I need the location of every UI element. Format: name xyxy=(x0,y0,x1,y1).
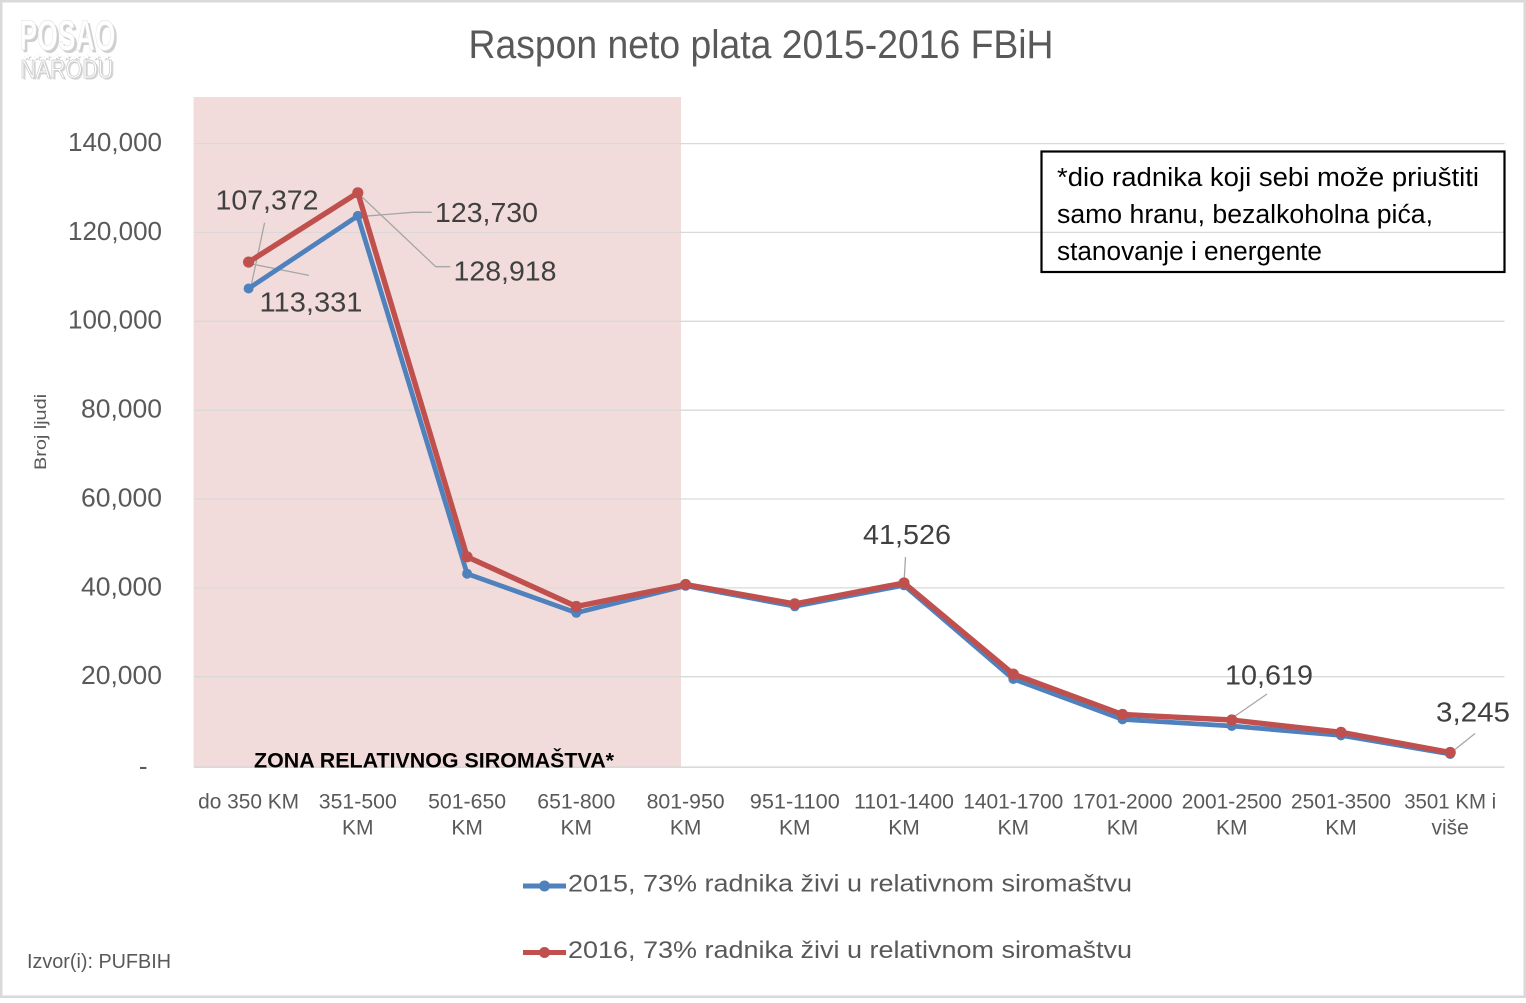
svg-text:1401-1700: 1401-1700 xyxy=(963,791,1063,814)
svg-text:20,000: 20,000 xyxy=(81,660,162,690)
svg-text:128,918: 128,918 xyxy=(454,256,557,287)
svg-text:2015, 73% radnika živi u relat: 2015, 73% radnika živi u relativnom siro… xyxy=(568,871,1132,898)
svg-text:140,000: 140,000 xyxy=(68,127,162,157)
svg-text:1101-1400: 1101-1400 xyxy=(854,791,954,814)
svg-text:★★★★★★★★★: ★★★★★★★★★ xyxy=(22,52,112,63)
svg-text:120,000: 120,000 xyxy=(68,216,162,246)
svg-text:80,000: 80,000 xyxy=(81,394,162,424)
svg-text:KM: KM xyxy=(561,817,593,840)
svg-text:3501 KM i: 3501 KM i xyxy=(1404,791,1496,814)
svg-text:POSAO: POSAO xyxy=(19,12,115,60)
svg-text:više: više xyxy=(1432,817,1469,840)
svg-text:KM: KM xyxy=(998,817,1030,840)
svg-text:801-950: 801-950 xyxy=(647,791,725,814)
svg-text:Raspon neto plata 2015-2016 FB: Raspon neto plata 2015-2016 FBiH xyxy=(469,23,1054,67)
svg-text:Broj ljudi: Broj ljudi xyxy=(31,394,50,470)
svg-text:KM: KM xyxy=(670,817,702,840)
svg-text:100,000: 100,000 xyxy=(68,305,162,335)
svg-text:10,619: 10,619 xyxy=(1225,660,1313,691)
svg-text:-: - xyxy=(139,751,148,781)
svg-text:do 350 KM: do 350 KM xyxy=(198,791,299,814)
svg-text:NARODU: NARODU xyxy=(22,56,115,86)
svg-text:NARODU: NARODU xyxy=(20,54,113,84)
svg-text:KM: KM xyxy=(1107,817,1139,840)
svg-text:651-800: 651-800 xyxy=(537,791,615,814)
svg-text:KM: KM xyxy=(779,817,811,840)
svg-text:POSAO: POSAO xyxy=(22,14,118,62)
svg-text:501-650: 501-650 xyxy=(428,791,506,814)
svg-text:351-500: 351-500 xyxy=(319,791,397,814)
svg-text:41,526: 41,526 xyxy=(863,519,951,550)
svg-text:1701-2000: 1701-2000 xyxy=(1073,791,1173,814)
svg-text:stanovanje i energente: stanovanje i energente xyxy=(1057,238,1322,266)
svg-text:107,372: 107,372 xyxy=(216,185,319,216)
svg-text:KM: KM xyxy=(342,817,374,840)
svg-text:★★★★★★★★★: ★★★★★★★★★ xyxy=(23,53,113,64)
svg-text:KM: KM xyxy=(1325,817,1357,840)
svg-text:KM: KM xyxy=(451,817,483,840)
svg-text:113,331: 113,331 xyxy=(260,287,363,318)
svg-text:Izvor(i): PUFBIH: Izvor(i): PUFBIH xyxy=(27,951,171,973)
svg-text:951-1100: 951-1100 xyxy=(750,791,840,814)
svg-text:40,000: 40,000 xyxy=(81,571,162,601)
svg-text:123,730: 123,730 xyxy=(435,197,538,228)
svg-text:KM: KM xyxy=(888,817,920,840)
svg-text:samo hranu, bezalkoholna pića,: samo hranu, bezalkoholna pića, xyxy=(1057,201,1433,229)
svg-text:2016, 73% radnika živi u relat: 2016, 73% radnika živi u relativnom siro… xyxy=(568,937,1132,964)
svg-text:KM: KM xyxy=(1216,817,1248,840)
svg-text:*dio radnika koji sebi može pr: *dio radnika koji sebi može priuštiti xyxy=(1057,164,1479,192)
svg-text:60,000: 60,000 xyxy=(81,482,162,512)
svg-text:2501-3500: 2501-3500 xyxy=(1291,791,1391,814)
svg-text:2001-2500: 2001-2500 xyxy=(1182,791,1282,814)
svg-text:ZONA RELATIVNOG SIROMAŠTVA*: ZONA RELATIVNOG SIROMAŠTVA* xyxy=(254,749,615,773)
svg-text:3,245: 3,245 xyxy=(1436,697,1510,728)
